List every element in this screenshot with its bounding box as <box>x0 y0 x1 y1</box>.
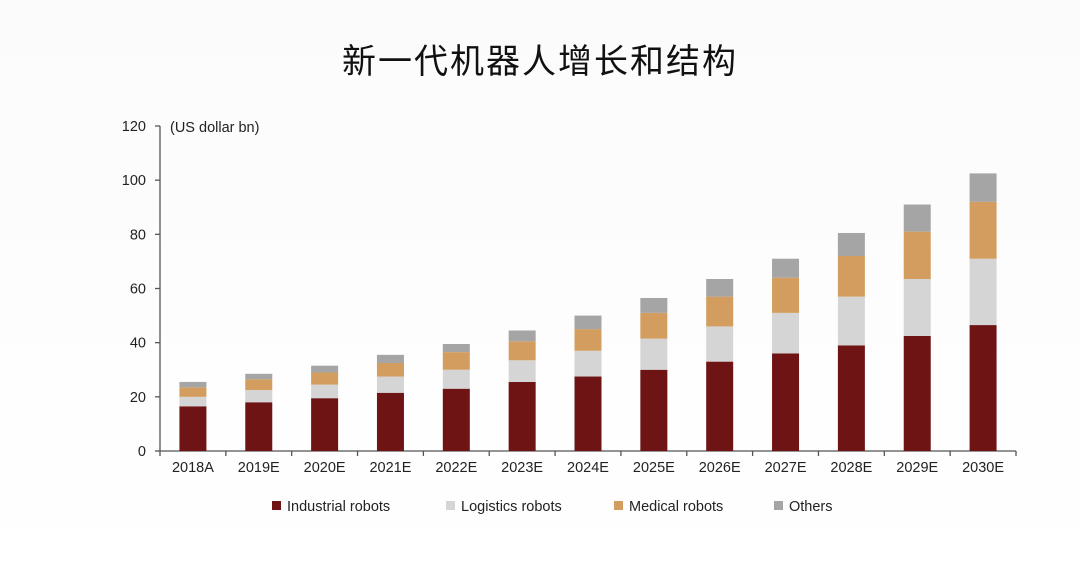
bar-segment-industrial-robots <box>311 398 339 451</box>
x-tick-label: 2027E <box>765 460 807 476</box>
y-axis-unit-label: (US dollar bn) <box>170 120 259 136</box>
bar-segment-logistics-robots <box>772 312 800 354</box>
bar-segment-logistics-robots <box>640 338 668 370</box>
y-tick-label: 20 <box>130 390 146 406</box>
bar-segment-others <box>179 381 207 388</box>
bar-segment-logistics-robots <box>245 390 273 403</box>
x-tick-label: 2028E <box>830 460 872 476</box>
bar-segment-industrial-robots <box>837 345 865 451</box>
bar-segment-medical-robots <box>442 352 470 370</box>
bar-segment-medical-robots <box>772 277 800 313</box>
bar-segment-others <box>969 173 997 202</box>
y-tick-label: 120 <box>122 119 146 135</box>
bar-segment-medical-robots <box>706 296 734 327</box>
bar-segment-medical-robots <box>179 387 207 397</box>
bar-segment-logistics-robots <box>442 369 470 389</box>
bar-segment-medical-robots <box>903 231 931 280</box>
bar-segment-industrial-robots <box>245 402 273 451</box>
bar-segment-medical-robots <box>837 256 865 297</box>
x-tick-label: 2030E <box>962 460 1004 476</box>
bar-segment-others <box>903 204 931 232</box>
bar-segment-others <box>311 365 339 373</box>
bar-segment-others <box>245 373 273 380</box>
bar-segment-industrial-robots <box>640 369 668 451</box>
legend-swatch <box>272 501 281 510</box>
legend-label: Industrial robots <box>287 499 390 515</box>
bar-segment-medical-robots <box>245 379 273 391</box>
x-tick-label: 2022E <box>435 460 477 476</box>
bar-segment-medical-robots <box>508 341 536 361</box>
legend-label: Medical robots <box>629 499 723 515</box>
bar-segment-logistics-robots <box>508 360 536 382</box>
bar-segment-others <box>772 258 800 278</box>
bar-segment-industrial-robots <box>574 376 602 451</box>
bar-segment-others <box>442 344 470 353</box>
bar-segment-logistics-robots <box>179 396 207 407</box>
x-tick-label: 2026E <box>699 460 741 476</box>
bar-segment-others <box>574 315 602 330</box>
bar-segment-others <box>508 330 536 342</box>
y-tick-label: 0 <box>138 444 146 460</box>
bar-segment-industrial-robots <box>706 361 734 451</box>
bar-segment-industrial-robots <box>376 392 404 451</box>
bar-segment-medical-robots <box>969 201 997 259</box>
y-tick-label: 80 <box>130 227 146 243</box>
bar-segment-logistics-robots <box>969 258 997 326</box>
y-tick-label: 40 <box>130 336 146 352</box>
x-tick-label: 2021E <box>369 460 411 476</box>
legend-label: Logistics robots <box>461 499 562 515</box>
chart-title: 新一代机器人增长和结构 <box>342 42 738 82</box>
bar-segment-industrial-robots <box>903 335 931 451</box>
bar-segment-industrial-robots <box>442 388 470 451</box>
bar-segment-others <box>837 232 865 256</box>
bar-segment-others <box>706 279 734 297</box>
bar-segment-medical-robots <box>640 312 668 339</box>
x-tick-label: 2019E <box>238 460 280 476</box>
bar-segment-logistics-robots <box>837 296 865 346</box>
bar-segment-logistics-robots <box>311 384 339 399</box>
legend-label: Others <box>789 499 833 515</box>
bar-segment-logistics-robots <box>903 279 931 336</box>
x-tick-label: 2029E <box>896 460 938 476</box>
bar-segment-logistics-robots <box>376 376 404 393</box>
x-tick-label: 2018A <box>172 460 214 476</box>
bar-segment-logistics-robots <box>706 326 734 362</box>
legend-swatch <box>614 501 623 510</box>
x-tick-label: 2020E <box>304 460 346 476</box>
bar-segment-medical-robots <box>311 372 339 385</box>
x-tick-label: 2025E <box>633 460 675 476</box>
bar-segment-others <box>640 297 668 313</box>
bar-segment-medical-robots <box>376 362 404 377</box>
x-tick-label: 2023E <box>501 460 543 476</box>
y-tick-label: 100 <box>122 173 146 189</box>
bar-segment-industrial-robots <box>508 381 536 451</box>
bar-segment-industrial-robots <box>969 325 997 451</box>
bar-segment-logistics-robots <box>574 350 602 377</box>
legend-swatch <box>446 501 455 510</box>
x-tick-label: 2024E <box>567 460 609 476</box>
bar-segment-industrial-robots <box>772 353 800 451</box>
y-tick-label: 60 <box>130 282 146 298</box>
bar-segment-medical-robots <box>574 329 602 351</box>
bar-segment-industrial-robots <box>179 406 207 451</box>
bar-segment-others <box>376 354 404 363</box>
legend-swatch <box>774 501 783 510</box>
